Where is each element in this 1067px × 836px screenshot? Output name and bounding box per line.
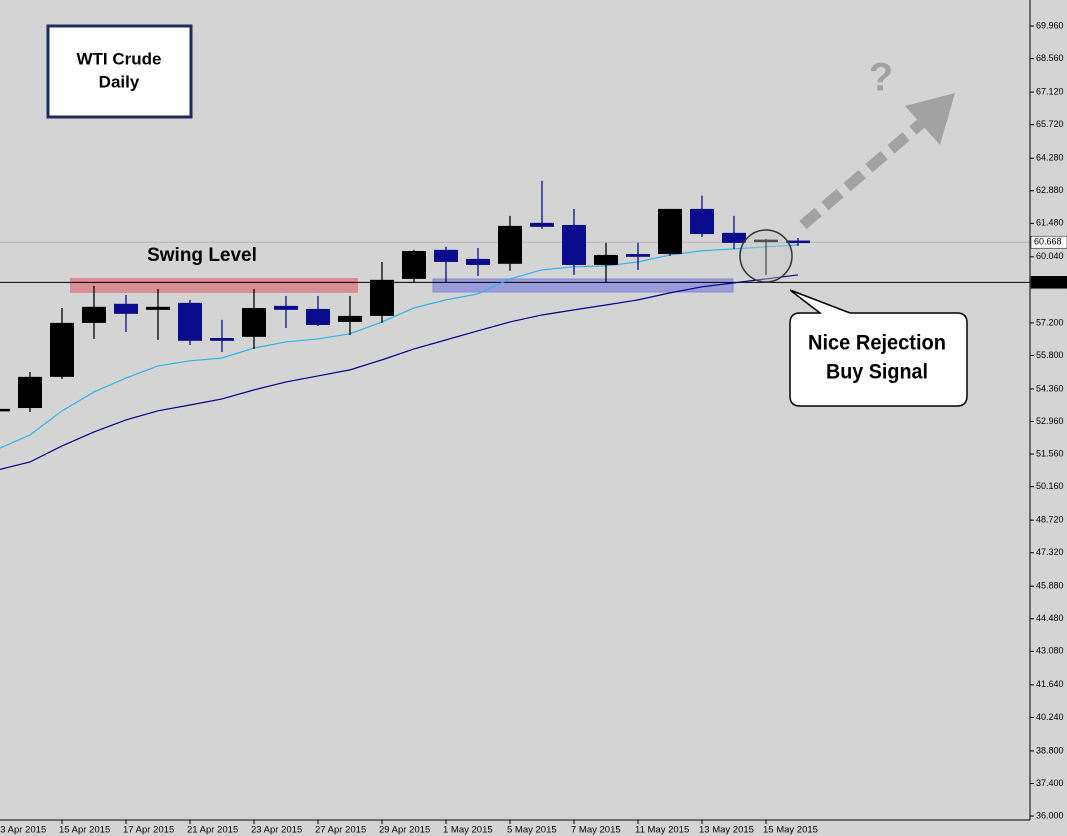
- candle-body: [370, 279, 394, 316]
- y-tick-label: 45.880: [1036, 581, 1064, 591]
- x-tick-label: 27 Apr 2015: [315, 825, 366, 836]
- y-tick-label: 51.560: [1036, 448, 1064, 458]
- price-label: 60.668: [1034, 237, 1062, 247]
- title-box: [46, 24, 193, 119]
- y-tick-label: 69.960: [1036, 20, 1064, 30]
- y-tick-label: 37.400: [1036, 778, 1064, 788]
- candle-body: [658, 208, 682, 255]
- plot-area: [0, 180, 1030, 471]
- candle-body: [530, 222, 554, 227]
- y-tick-label: 65.720: [1036, 119, 1064, 129]
- candle-body: [114, 303, 138, 314]
- x-tick-label: 23 Apr 2015: [251, 825, 302, 836]
- x-tick-label: 15 Apr 2015: [59, 825, 110, 836]
- x-tick-label: 17 Apr 2015: [123, 825, 174, 836]
- y-tick-label: 54.360: [1036, 383, 1064, 393]
- swing-label: Swing Level: [147, 245, 257, 266]
- y-tick-label: 55.800: [1036, 350, 1064, 360]
- swing-zone: [70, 278, 358, 293]
- x-tick-label: 21 Apr 2015: [187, 825, 238, 836]
- candle-body: [50, 322, 74, 377]
- y-tick-label: 36.000: [1036, 810, 1064, 820]
- y-tick-label: 44.480: [1036, 613, 1064, 623]
- x-tick-label: 13 May 2015: [699, 825, 754, 836]
- y-tick-label: 68.560: [1036, 53, 1064, 63]
- x-tick-label: 11 May 2015: [635, 825, 689, 836]
- candle-body: [434, 249, 458, 262]
- x-tick-label: 1 May 2015: [443, 825, 493, 836]
- candle-body: [786, 240, 810, 244]
- chart-subtitle: Daily: [99, 72, 140, 91]
- candle-body: [626, 254, 650, 257]
- x-tick-label: 15 May 2015: [763, 825, 818, 836]
- y-tick-label: 40.240: [1036, 712, 1064, 722]
- x-tick-label: 5 May 2015: [507, 825, 557, 836]
- y-tick-label: 64.280: [1036, 153, 1064, 163]
- candle-body: [306, 308, 330, 325]
- forecast-arrow-head: [905, 93, 955, 145]
- x-tick-label: 13 Apr 2015: [0, 825, 46, 836]
- forecast-arrow: [799, 115, 929, 230]
- x-tick-label: 29 Apr 2015: [379, 825, 430, 836]
- y-tick-label: 47.320: [1036, 547, 1064, 557]
- price-label-box: [1030, 276, 1067, 289]
- question-mark: ?: [869, 56, 893, 100]
- callout-box: [789, 289, 968, 407]
- y-tick-label: 57.200: [1036, 317, 1064, 327]
- candle-body: [402, 251, 426, 279]
- price-label: 58.944: [1034, 277, 1062, 287]
- candle-body: [466, 258, 490, 265]
- callout-line: Nice Rejection: [808, 332, 946, 355]
- y-tick-label: 48.720: [1036, 515, 1064, 525]
- callout-line: Buy Signal: [826, 361, 928, 384]
- candle-body: [18, 376, 42, 409]
- candle-body: [722, 232, 746, 243]
- rejection-circle: [739, 229, 793, 283]
- y-tick-label: 60.040: [1036, 251, 1064, 261]
- x-tick-label: 7 May 2015: [571, 825, 621, 836]
- candle-body: [146, 306, 170, 310]
- candle-body: [338, 315, 362, 322]
- candle-body: [210, 338, 234, 341]
- y-tick-label: 43.080: [1036, 646, 1064, 656]
- candle-body: [242, 307, 266, 337]
- y-tick-label: 52.960: [1036, 416, 1064, 426]
- y-tick-label: 61.480: [1036, 218, 1064, 228]
- y-tick-label: 50.160: [1036, 481, 1064, 491]
- candle-body: [82, 306, 106, 323]
- y-tick-label: 67.120: [1036, 86, 1064, 96]
- candle-body: [562, 224, 586, 265]
- y-tick-label: 38.800: [1036, 745, 1064, 755]
- candle-body: [690, 208, 714, 235]
- chart-title: WTI Crude: [77, 49, 162, 68]
- y-tick-label: 62.880: [1036, 185, 1064, 195]
- candle-body: [594, 254, 618, 265]
- candle-body: [178, 302, 202, 341]
- ma-line: [0, 274, 799, 471]
- candle-body: [274, 305, 298, 310]
- y-tick-label: 41.640: [1036, 679, 1064, 689]
- candle-body: [0, 408, 10, 412]
- price-label-box: [1030, 235, 1067, 249]
- candle-body: [498, 225, 522, 264]
- candle-body: [754, 239, 778, 243]
- ma-line: [0, 244, 799, 449]
